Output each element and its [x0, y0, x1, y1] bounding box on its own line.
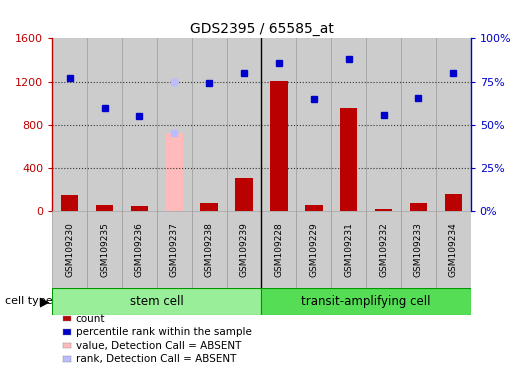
Text: GSM109230: GSM109230 [65, 222, 74, 277]
Text: rank, Detection Call = ABSENT: rank, Detection Call = ABSENT [76, 354, 236, 364]
Text: ▶: ▶ [40, 295, 49, 308]
Bar [305, 205, 323, 211]
Bar [52, 36, 87, 213]
Text: cell type: cell type [5, 296, 53, 306]
Bar [87, 211, 122, 288]
Bar [131, 206, 148, 211]
Bar [192, 211, 226, 288]
Bar [436, 36, 471, 213]
Bar [331, 36, 366, 213]
Bar [157, 211, 192, 288]
Title: GDS2395 / 65585_at: GDS2395 / 65585_at [189, 22, 334, 36]
Bar [436, 211, 471, 288]
Text: GSM109238: GSM109238 [204, 222, 214, 277]
Text: GSM109237: GSM109237 [170, 222, 179, 277]
Bar [401, 211, 436, 288]
Bar [192, 36, 226, 213]
Bar [340, 108, 357, 211]
Bar [401, 36, 436, 213]
Bar [61, 195, 78, 211]
Bar [226, 36, 262, 213]
Text: GSM109228: GSM109228 [275, 222, 283, 277]
Bar [52, 288, 262, 315]
Text: GSM109234: GSM109234 [449, 222, 458, 277]
Text: count: count [76, 314, 105, 324]
Bar [96, 205, 113, 211]
Text: value, Detection Call = ABSENT: value, Detection Call = ABSENT [76, 341, 241, 351]
Text: GSM109235: GSM109235 [100, 222, 109, 277]
Text: GSM109236: GSM109236 [135, 222, 144, 277]
Bar [200, 203, 218, 211]
Bar [262, 288, 471, 315]
Bar [122, 36, 157, 213]
Bar [331, 211, 366, 288]
Bar [410, 203, 427, 211]
Bar [235, 178, 253, 211]
Bar [52, 211, 87, 288]
Bar [262, 36, 297, 213]
Bar [297, 36, 331, 213]
Bar [375, 209, 392, 211]
Bar [366, 36, 401, 213]
Bar [226, 211, 262, 288]
Text: percentile rank within the sample: percentile rank within the sample [76, 327, 252, 337]
Text: GSM109232: GSM109232 [379, 222, 388, 277]
Bar [297, 211, 331, 288]
Text: GSM109233: GSM109233 [414, 222, 423, 277]
Bar [166, 134, 183, 211]
Text: GSM109229: GSM109229 [309, 222, 319, 277]
Bar [157, 36, 192, 213]
Bar [87, 36, 122, 213]
Bar [262, 211, 297, 288]
Bar [122, 211, 157, 288]
Text: transit-amplifying cell: transit-amplifying cell [301, 295, 431, 308]
Text: GSM109231: GSM109231 [344, 222, 353, 277]
Bar [270, 81, 288, 211]
Bar [366, 211, 401, 288]
Bar [445, 194, 462, 211]
Bar [166, 210, 183, 211]
Text: GSM109239: GSM109239 [240, 222, 248, 277]
Text: stem cell: stem cell [130, 295, 184, 308]
